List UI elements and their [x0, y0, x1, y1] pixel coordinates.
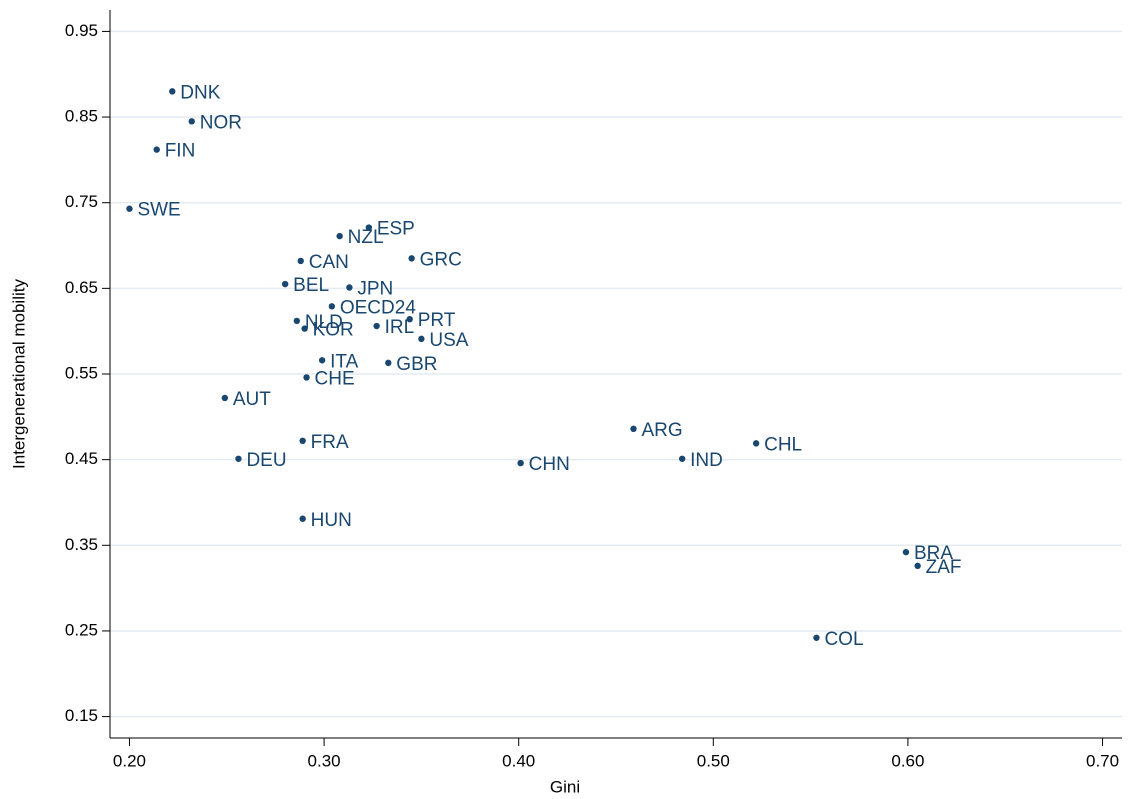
- point: [299, 515, 306, 522]
- point: [153, 146, 160, 153]
- point-label: FRA: [311, 432, 349, 453]
- point: [517, 459, 524, 467]
- point: [299, 437, 306, 445]
- point-label: CAN: [309, 252, 349, 273]
- point: [301, 325, 308, 332]
- y-tick-label: 0.15: [65, 706, 98, 725]
- point-label: PRT: [418, 310, 456, 331]
- point-label: GRC: [420, 249, 462, 270]
- point: [188, 118, 195, 125]
- point-label: IND: [690, 450, 723, 471]
- point-label: NLD: [305, 312, 343, 333]
- point: [297, 257, 304, 265]
- point: [914, 562, 921, 570]
- y-tick-label: 0.25: [65, 620, 98, 639]
- x-tick-label: 0.50: [697, 751, 730, 770]
- point-label: CHN: [529, 454, 570, 475]
- point-label: BEL: [293, 275, 329, 296]
- y-tick-label: 0.85: [65, 107, 98, 126]
- point-label: DEU: [246, 450, 286, 471]
- point-label: DNK: [180, 82, 220, 103]
- point-label: SWE: [137, 200, 180, 221]
- y-tick-label: 0.65: [65, 278, 98, 297]
- point-label: KOR: [313, 320, 354, 341]
- point: [281, 280, 289, 288]
- point-label: ITA: [330, 351, 358, 372]
- point-label: USA: [429, 330, 468, 351]
- point-label: ARG: [642, 420, 683, 441]
- x-axis-title: Gini: [550, 777, 580, 796]
- point-label: NOR: [200, 112, 242, 133]
- point: [902, 548, 910, 556]
- point-label: CHL: [764, 434, 802, 455]
- point-label: FIN: [165, 141, 196, 162]
- point-label: ZAF: [926, 557, 962, 578]
- x-tick-label: 0.40: [502, 751, 535, 770]
- y-tick-label: 0.35: [65, 535, 98, 554]
- point-label: COL: [824, 629, 863, 650]
- point: [365, 224, 373, 231]
- y-axis-title: Intergenerational mobility: [9, 279, 28, 469]
- point-label: AUT: [233, 389, 271, 410]
- x-tick-label: 0.20: [113, 751, 146, 770]
- x-tick-label: 0.70: [1086, 751, 1119, 770]
- point: [406, 315, 413, 323]
- point: [318, 357, 326, 364]
- point-label: GBR: [396, 354, 437, 375]
- point-label: NZL: [348, 227, 384, 248]
- y-tick-label: 0.45: [65, 449, 98, 468]
- point: [126, 205, 133, 212]
- point: [293, 317, 301, 325]
- point: [385, 359, 392, 367]
- point: [303, 374, 310, 381]
- point: [752, 440, 760, 447]
- point: [373, 322, 380, 330]
- point-label: ESP: [377, 219, 415, 240]
- point-label: CHE: [315, 368, 355, 389]
- point: [813, 634, 820, 641]
- x-tick-label: 0.30: [308, 751, 341, 770]
- point: [235, 455, 242, 462]
- x-tick-label: 0.60: [891, 751, 924, 770]
- point: [221, 394, 229, 402]
- point-label: JPN: [357, 279, 393, 300]
- point-label: IRL: [385, 317, 415, 338]
- point: [336, 232, 343, 240]
- point: [408, 255, 415, 262]
- y-tick-label: 0.95: [65, 21, 98, 40]
- y-tick-label: 0.55: [65, 363, 98, 382]
- point: [678, 455, 686, 462]
- point: [169, 88, 176, 95]
- y-tick-label: 0.75: [65, 192, 98, 211]
- point: [346, 284, 353, 291]
- point-label: BRA: [914, 543, 953, 564]
- point-label: HUN: [311, 510, 352, 531]
- point: [630, 425, 637, 433]
- point: [328, 303, 336, 310]
- point-label: OECD24: [340, 297, 416, 318]
- point: [418, 335, 425, 343]
